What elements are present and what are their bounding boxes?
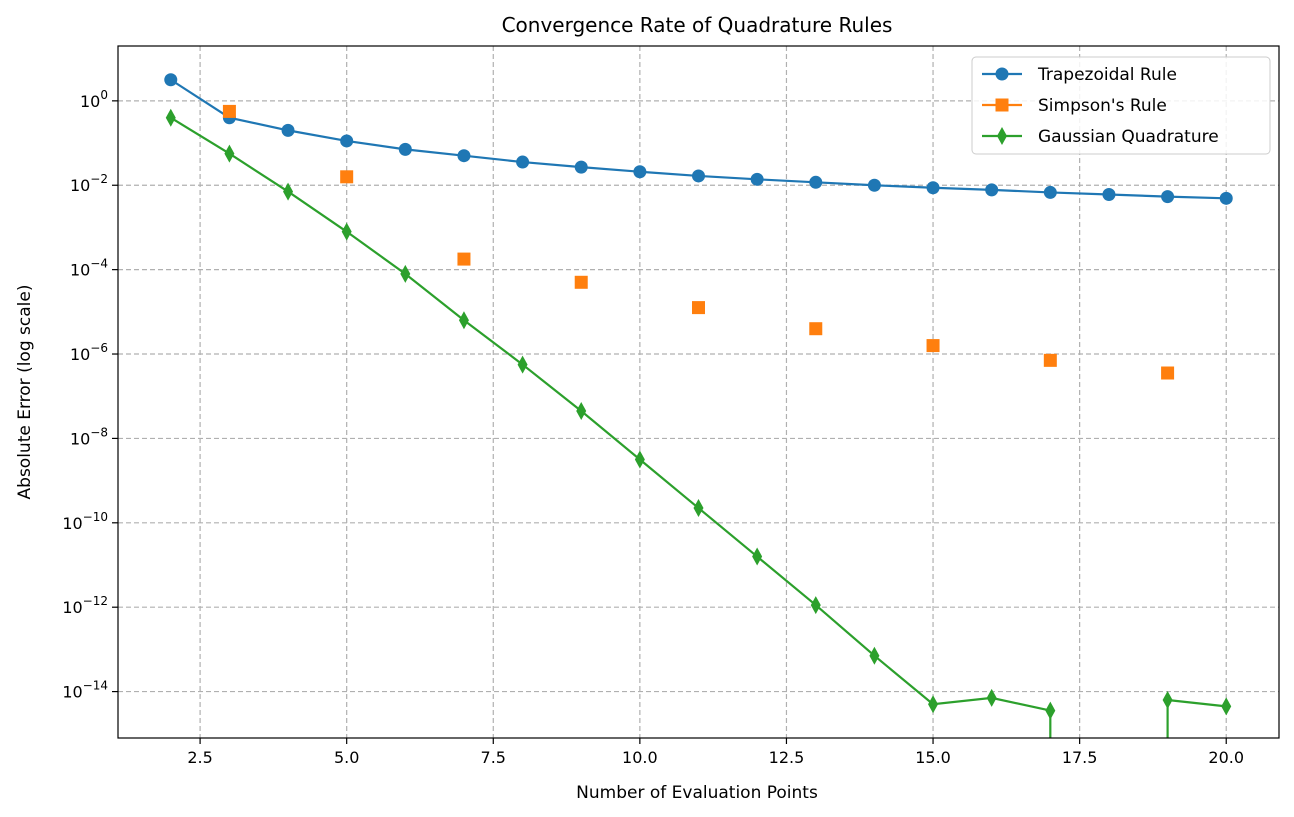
series-2 <box>165 108 1232 738</box>
data-point <box>457 252 471 266</box>
y-tick-label: 10−6 <box>70 341 108 364</box>
data-point <box>458 311 469 330</box>
data-point <box>340 170 354 184</box>
data-point <box>692 169 705 183</box>
legend-item: Gaussian Quadrature <box>982 127 1219 147</box>
series-0 <box>164 73 1233 205</box>
y-tick-label: 100 <box>80 88 108 111</box>
data-point <box>281 123 295 137</box>
y-axis: 100 10−2 10−4 10−6 10−8 10−10 10−12 10−14 <box>62 88 118 702</box>
data-point <box>576 401 587 420</box>
data-point <box>517 355 528 374</box>
data-point <box>400 264 411 283</box>
legend-label: Gaussian Quadrature <box>1038 127 1219 147</box>
data-point <box>341 222 352 241</box>
data-point <box>574 275 588 289</box>
data-point <box>1043 353 1057 367</box>
x-tick-label: 15.0 <box>915 748 951 767</box>
y-tick-label: 10−14 <box>62 679 108 702</box>
data-point <box>809 322 823 336</box>
data-point <box>693 499 704 518</box>
x-tick-label: 7.5 <box>481 748 506 767</box>
series-1 <box>222 104 1175 380</box>
y-tick-label: 10−4 <box>70 257 108 280</box>
data-point <box>634 450 645 469</box>
x-axis: 2.5 5.0 7.5 10.0 12.5 15.0 17.5 20.0 <box>187 738 1244 767</box>
legend-marker <box>997 127 1007 145</box>
data-point <box>750 172 764 186</box>
data-point <box>164 73 178 87</box>
legend-item: Simpson's Rule <box>982 96 1167 116</box>
x-axis-label: Number of Evaluation Points <box>576 783 818 803</box>
data-point <box>867 178 881 192</box>
data-point <box>283 182 294 201</box>
data-point <box>1161 190 1175 204</box>
data-point <box>1162 691 1173 710</box>
y-tick-label: 10−2 <box>70 172 108 195</box>
x-tick-label: 20.0 <box>1208 748 1244 767</box>
y-tick-label: 10−10 <box>62 510 108 533</box>
data-point <box>1161 366 1175 380</box>
data-point <box>457 149 471 163</box>
series-line <box>1167 698 1227 708</box>
legend-label: Trapezoidal Rule <box>1037 65 1177 85</box>
data-point <box>926 339 940 353</box>
chart-title: Convergence Rate of Quadrature Rules <box>502 13 893 37</box>
data-point <box>1221 697 1232 716</box>
grid <box>118 46 1279 738</box>
data-point <box>165 108 176 127</box>
y-axis-label: Absolute Error (log scale) <box>15 285 35 500</box>
data-point <box>633 165 647 179</box>
legend-item: Trapezoidal Rule <box>982 65 1177 85</box>
data-point <box>516 155 530 169</box>
legend-marker <box>995 67 1009 81</box>
series-layer <box>164 73 1233 738</box>
legend-marker <box>995 98 1009 112</box>
data-point <box>985 183 999 197</box>
data-point <box>398 142 412 156</box>
x-tick-label: 17.5 <box>1062 748 1098 767</box>
data-point <box>810 596 821 615</box>
x-tick-label: 2.5 <box>187 748 212 767</box>
data-point <box>222 104 236 118</box>
y-tick-label: 10−12 <box>62 594 108 617</box>
data-point <box>928 695 939 714</box>
data-point <box>869 646 880 665</box>
x-tick-label: 5.0 <box>334 748 359 767</box>
data-point <box>224 144 235 163</box>
plot-frame <box>117 45 1280 739</box>
legend: Trapezoidal Rule Simpson's Rule Gaussian Q… <box>971 56 1271 155</box>
data-point <box>1219 191 1233 205</box>
data-point <box>986 688 997 707</box>
data-point <box>692 301 705 315</box>
data-point <box>340 134 354 148</box>
data-point <box>574 160 588 174</box>
y-tick-label: 10−8 <box>70 425 108 448</box>
x-tick-label: 10.0 <box>622 748 658 767</box>
legend-label: Simpson's Rule <box>1038 96 1167 116</box>
data-point <box>752 547 763 566</box>
legend-box <box>971 56 1271 155</box>
data-point <box>809 175 823 189</box>
data-point <box>1043 185 1057 199</box>
data-point <box>1045 701 1056 720</box>
data-point <box>1102 188 1116 202</box>
x-tick-label: 12.5 <box>769 748 805 767</box>
series-line <box>170 116 1051 712</box>
data-point <box>926 181 940 195</box>
